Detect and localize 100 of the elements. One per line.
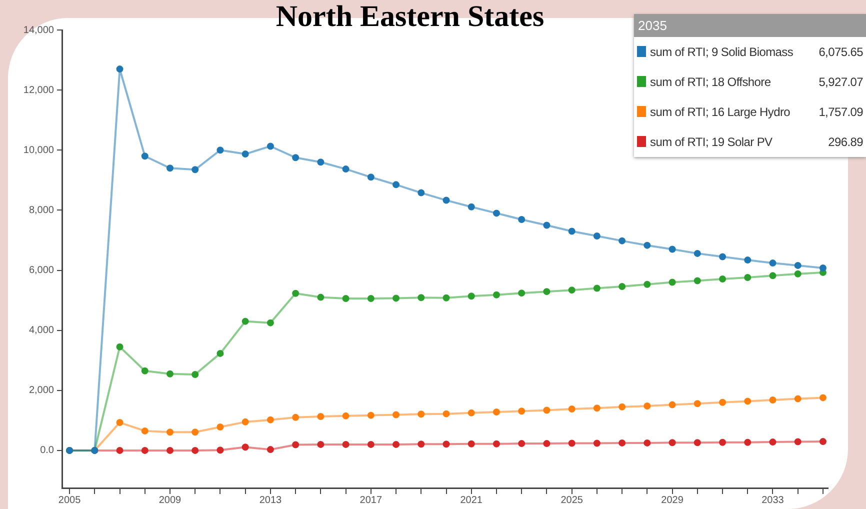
point [317,294,324,301]
y-tick-label: 6,000 [28,265,54,276]
point [694,277,701,284]
point [367,412,374,419]
point [769,396,776,404]
point [317,413,324,420]
point [644,280,651,288]
legend-label: sum of RTI; 19 Solar PV [649,134,774,151]
point [644,402,651,410]
text: 296.89 [827,134,864,151]
point [342,412,350,420]
point [668,401,676,408]
point [166,446,174,454]
point [292,441,300,448]
point [392,294,400,302]
point [342,166,350,173]
point [342,294,350,302]
point [367,174,374,181]
point [668,278,676,286]
point [141,427,148,434]
point [618,282,626,290]
point [418,294,425,302]
point [192,446,199,454]
point [744,398,752,405]
y-tick-label: 10,000 [23,144,54,156]
point [644,439,651,446]
point [367,294,374,302]
x-tick-label: 2005 [58,494,82,506]
point [216,424,224,431]
point [593,284,600,292]
point [166,370,174,378]
annotation: 6,075.65 [818,44,864,61]
point [418,410,425,418]
point [418,189,425,196]
point [192,166,199,174]
point [242,418,249,426]
y-tick-label: 14,000 [23,24,54,36]
point [442,196,450,204]
point [819,264,826,272]
legend-label: sum of RTI; 18 Offshore [649,74,772,91]
point [216,146,224,154]
x-tick-label: 2021 [460,494,483,506]
point [769,272,776,280]
y-tick-label: 0.0 [40,445,54,456]
point [442,294,450,302]
point [442,410,450,418]
point [694,439,701,446]
point [819,394,826,402]
point [266,142,274,150]
legend-label: sum of RTI; 16 Large Hydro [649,104,792,121]
point [568,440,576,447]
point [744,274,752,281]
point [116,343,124,350]
point [468,409,475,416]
point [694,250,701,257]
x-tick-label: 2029 [661,494,684,506]
point [342,440,350,448]
point [116,446,124,454]
point [568,228,576,235]
point [668,439,676,446]
point [593,440,600,447]
point [794,262,802,269]
point [794,438,802,446]
point [819,438,826,446]
x-tick-label: 2033 [762,494,784,506]
point [468,292,475,300]
point [694,400,701,408]
y-tick-label: 4,000 [28,325,54,336]
point [618,237,626,244]
point [618,403,626,410]
point [543,222,550,229]
point [266,416,274,424]
point [518,290,526,297]
x-tick-label: 2013 [259,494,282,506]
chart-title: North Eastern States [274,0,546,34]
point [266,319,274,326]
point [492,408,500,416]
point [644,242,651,249]
point [794,270,802,278]
point [769,260,776,267]
point [568,286,576,294]
point [292,154,300,162]
point [769,438,776,446]
point [242,150,249,158]
point [392,411,400,418]
point [141,152,148,160]
point [192,428,199,436]
point [116,419,124,426]
x-tick-label: 2017 [360,494,382,506]
point [744,256,752,264]
point [492,210,500,217]
point [317,440,324,448]
point [518,408,526,415]
point [543,440,550,448]
point [392,440,400,448]
point [568,406,576,413]
point [141,367,148,374]
point [543,288,550,296]
annotation: 5,927.07 [818,74,864,91]
point [668,246,676,253]
